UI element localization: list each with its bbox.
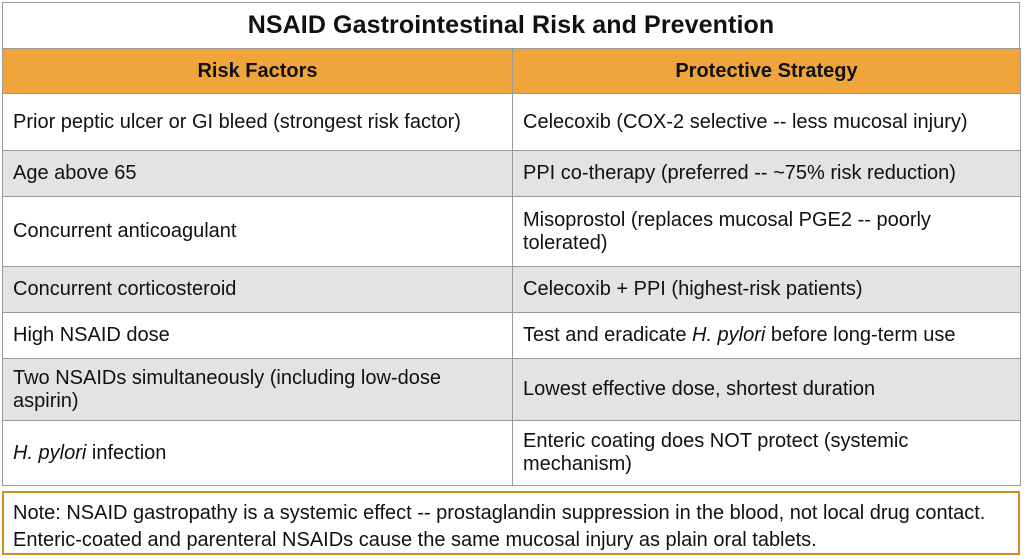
- strategy-cell: Celecoxib + PPI (highest-risk patients): [512, 266, 1021, 313]
- table-row: Two NSAIDs simultaneously (including low…: [2, 358, 1021, 421]
- risk-table: Risk Factors Protective Strategy Prior p…: [2, 48, 1021, 486]
- note-text: Note: NSAID gastropathy is a systemic ef…: [13, 502, 986, 551]
- table-row: High NSAID dose Test and eradicate H. py…: [2, 312, 1021, 359]
- risk-cell: Prior peptic ulcer or GI bleed (stronges…: [2, 93, 513, 151]
- strategy-cell: Celecoxib (COX-2 selective -- less mucos…: [512, 93, 1021, 151]
- strategy-cell: Misoprostol (replaces mucosal PGE2 -- po…: [512, 196, 1021, 267]
- table-row: Concurrent anticoagulant Misoprostol (re…: [2, 196, 1021, 267]
- table-header-row: Risk Factors Protective Strategy: [2, 48, 1021, 94]
- title-text: NSAID Gastrointestinal Risk and Preventi…: [247, 11, 775, 39]
- strategy-text: Test and eradicate: [523, 324, 692, 346]
- strategy-cell: Enteric coating does NOT protect (system…: [512, 420, 1021, 486]
- risk-cell: Age above 65: [2, 150, 513, 197]
- table-row: Age above 65 PPI co-therapy (preferred -…: [2, 150, 1021, 197]
- risk-cell: Concurrent corticosteroid: [2, 266, 513, 313]
- strategy-cell: Lowest effective dose, shortest duration: [512, 358, 1021, 421]
- note-box: Note: NSAID gastropathy is a systemic ef…: [2, 491, 1020, 555]
- strategy-text: before long-term use: [765, 324, 956, 346]
- page-title: NSAID Gastrointestinal Risk and Preventi…: [2, 2, 1020, 48]
- risk-cell: H. pylori infection: [2, 420, 513, 486]
- risk-text: infection: [86, 441, 167, 464]
- risk-cell: High NSAID dose: [2, 312, 513, 359]
- header-risk-factors: Risk Factors: [2, 48, 513, 94]
- header-protective-strategy: Protective Strategy: [512, 48, 1021, 94]
- risk-cell: Two NSAIDs simultaneously (including low…: [2, 358, 513, 421]
- table-row: Concurrent corticosteroid Celecoxib + PP…: [2, 266, 1021, 313]
- strategy-cell: PPI co-therapy (preferred -- ~75% risk r…: [512, 150, 1021, 197]
- strategy-cell: Test and eradicate H. pylori before long…: [512, 312, 1021, 359]
- table-row: H. pylori infection Enteric coating does…: [2, 420, 1021, 486]
- table-row: Prior peptic ulcer or GI bleed (stronges…: [2, 93, 1021, 151]
- risk-cell: Concurrent anticoagulant: [2, 196, 513, 267]
- strategy-italic-text: H. pylori: [692, 324, 766, 346]
- risk-italic-text: H. pylori: [13, 441, 87, 464]
